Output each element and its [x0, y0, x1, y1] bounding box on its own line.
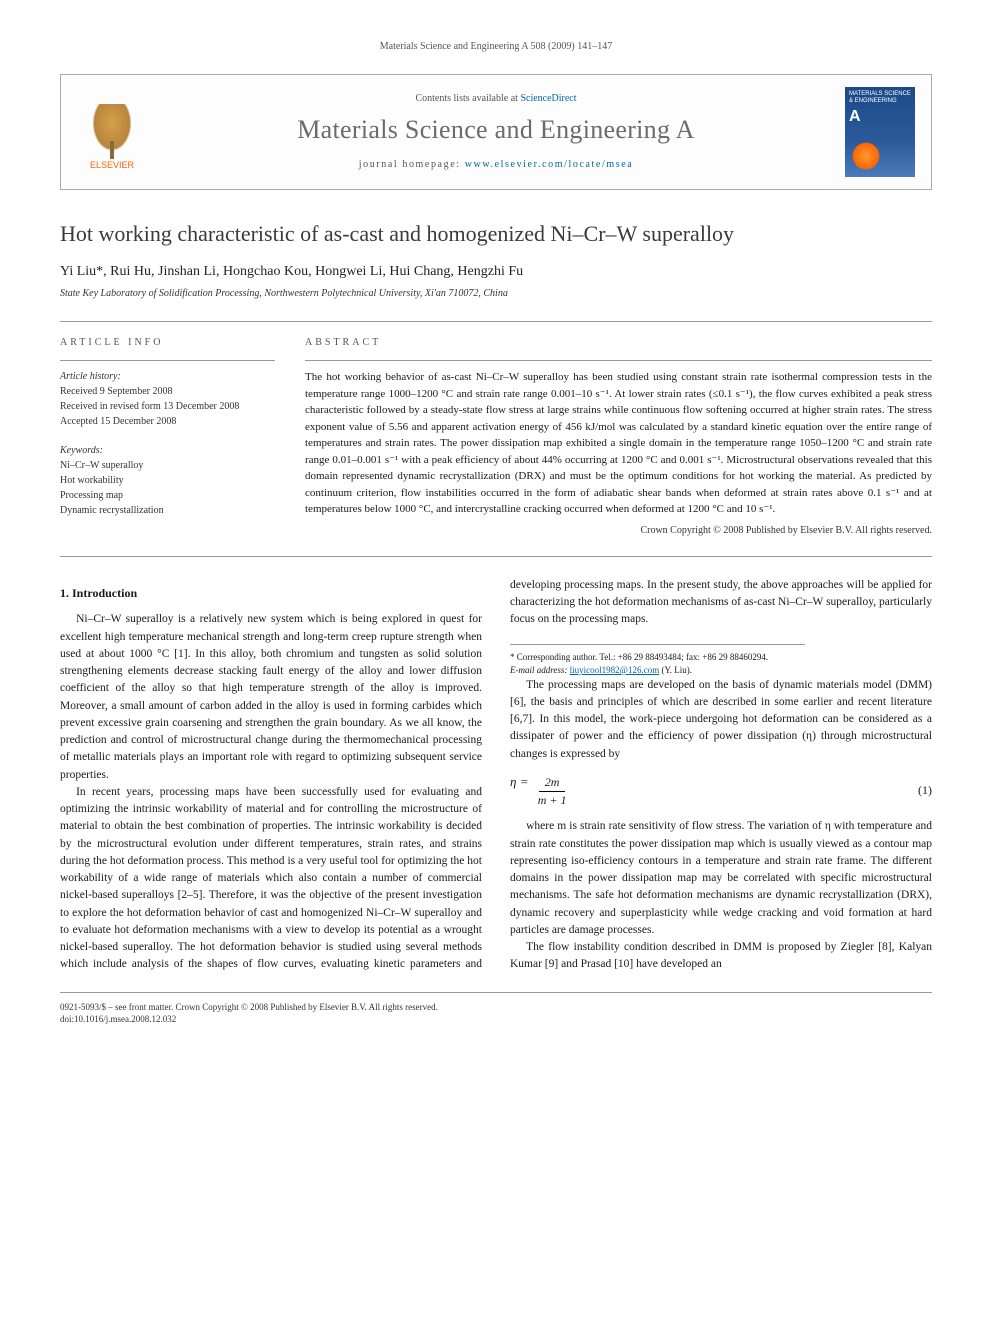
article-info-block: article info Article history: Received 9…: [60, 336, 275, 538]
abstract-text: The hot working behavior of as-cast Ni–C…: [305, 369, 932, 518]
revised-date: Received in revised form 13 December 200…: [60, 399, 275, 414]
corresponding-author-note: * Corresponding author. Tel.: +86 29 884…: [510, 644, 805, 676]
article-title: Hot working characteristic of as-cast an…: [60, 220, 932, 248]
divider: [60, 360, 275, 361]
eq-lhs: η =: [510, 774, 532, 789]
authors: Yi Liu*, Rui Hu, Jinshan Li, Hongchao Ko…: [60, 262, 932, 282]
keyword: Ni–Cr–W superalloy: [60, 458, 275, 473]
equation-number: (1): [918, 782, 932, 799]
footer: 0921-5093/$ – see front matter. Crown Co…: [60, 992, 932, 1026]
history-label: Article history:: [60, 369, 275, 384]
sciencedirect-link[interactable]: ScienceDirect: [520, 93, 576, 104]
abstract-block: abstract The hot working behavior of as-…: [305, 336, 932, 538]
eq-denominator: m + 1: [532, 792, 573, 809]
divider: [305, 360, 932, 361]
received-date: Received 9 September 2008: [60, 384, 275, 399]
elsevier-logo: ELSEVIER: [77, 92, 147, 172]
running-head: Materials Science and Engineering A 508 …: [60, 40, 932, 54]
article-info-heading: article info: [60, 336, 275, 350]
keyword: Processing map: [60, 488, 275, 503]
corr-email-line: E-mail address: liuyicool1982@126.com (Y…: [510, 664, 805, 677]
divider: [60, 321, 932, 322]
email-label: E-mail address:: [510, 665, 570, 675]
divider: [60, 556, 932, 557]
affiliation: State Key Laboratory of Solidification P…: [60, 287, 932, 301]
masthead-center: Contents lists available at ScienceDirec…: [163, 92, 829, 172]
corr-email-link[interactable]: liuyicool1982@126.com: [570, 665, 660, 675]
journal-masthead: ELSEVIER Contents lists available at Sci…: [60, 74, 932, 190]
eq-fraction: 2m m + 1: [532, 774, 573, 809]
homepage-line: journal homepage: www.elsevier.com/locat…: [163, 158, 829, 172]
paragraph: Ni–Cr–W superalloy is a relatively new s…: [60, 611, 482, 784]
elsevier-tree-icon: [87, 104, 137, 159]
equation-body: η = 2m m + 1: [510, 773, 573, 809]
equation-1: η = 2m m + 1 (1): [510, 773, 932, 809]
paragraph: The processing maps are developed on the…: [510, 677, 932, 763]
contents-line: Contents lists available at ScienceDirec…: [163, 92, 829, 106]
body-columns: 1. Introduction Ni–Cr–W superalloy is a …: [60, 577, 932, 974]
cover-caption: MATERIALS SCIENCE & ENGINEERING: [849, 91, 911, 105]
eq-numerator: 2m: [539, 774, 566, 792]
keywords-block: Keywords: Ni–Cr–W superalloy Hot workabi…: [60, 443, 275, 518]
homepage-link[interactable]: www.elsevier.com/locate/msea: [465, 159, 634, 170]
issn-line: 0921-5093/$ – see front matter. Crown Co…: [60, 1001, 932, 1014]
publisher-label: ELSEVIER: [90, 159, 134, 172]
abstract-copyright: Crown Copyright © 2008 Published by Else…: [305, 524, 932, 538]
accepted-date: Accepted 15 December 2008: [60, 414, 275, 429]
article-history: Article history: Received 9 September 20…: [60, 369, 275, 429]
journal-name: Materials Science and Engineering A: [163, 112, 829, 148]
abstract-heading: abstract: [305, 336, 932, 350]
homepage-prefix: journal homepage:: [359, 159, 465, 170]
journal-cover-thumbnail: MATERIALS SCIENCE & ENGINEERING A: [845, 87, 915, 177]
keyword: Dynamic recrystallization: [60, 503, 275, 518]
keyword: Hot workability: [60, 473, 275, 488]
metadata-row: article info Article history: Received 9…: [60, 336, 932, 538]
cover-letter: A: [849, 107, 911, 126]
corr-tel-fax: * Corresponding author. Tel.: +86 29 884…: [510, 651, 805, 664]
paragraph: where m is strain rate sensitivity of fl…: [510, 818, 932, 939]
keywords-label: Keywords:: [60, 443, 275, 458]
paragraph: The flow instability condition described…: [510, 939, 932, 974]
email-suffix: (Y. Liu).: [659, 665, 692, 675]
section-heading: 1. Introduction: [60, 585, 482, 602]
doi-line: doi:10.1016/j.msea.2008.12.032: [60, 1013, 932, 1026]
contents-prefix: Contents lists available at: [415, 93, 520, 104]
